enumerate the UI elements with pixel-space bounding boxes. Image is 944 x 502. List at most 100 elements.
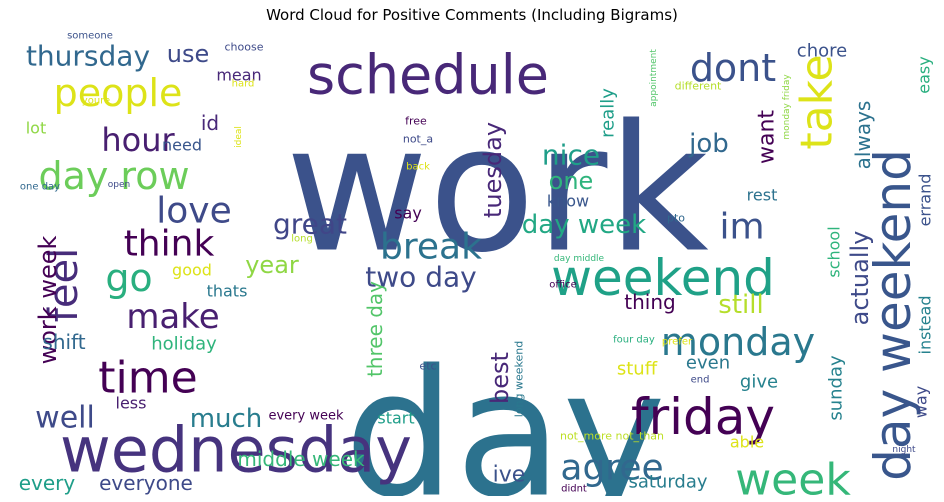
word-even: even (686, 353, 730, 374)
word-open: open (108, 180, 130, 190)
word-sunday: sunday (826, 355, 847, 421)
word-able: able (730, 433, 764, 452)
word-lot: lot (26, 119, 47, 138)
word-nice: nice (542, 139, 600, 172)
word-ive: ive (493, 463, 526, 488)
word-agree: agree (560, 448, 663, 489)
word-people: people (54, 71, 183, 115)
word-instead: instead (916, 296, 935, 355)
word-didnt: didnt (561, 484, 587, 495)
word-im: im (719, 207, 764, 248)
word-think: think (124, 224, 215, 265)
word-work: work (285, 89, 709, 292)
word-long-weekend: long weekend (513, 341, 526, 417)
word-errand: errand (916, 174, 935, 227)
word-break: break (380, 227, 482, 268)
word-back: back (406, 162, 430, 173)
word-less: less (116, 394, 147, 413)
word-actually: actually (846, 231, 874, 326)
word-always: always (851, 101, 875, 170)
word-much: much (190, 404, 263, 434)
word-end: end (691, 375, 710, 386)
word-weekend: weekend (551, 249, 775, 307)
word-thursday: thursday (26, 40, 150, 73)
word-really: really (598, 88, 619, 138)
chart-title: Word Cloud for Positive Comments (Includ… (266, 6, 678, 24)
word-still: still (718, 290, 763, 320)
word-dont: dont (690, 46, 776, 90)
word-appointment: appointment (649, 49, 659, 107)
word-everyone: everyone (99, 471, 193, 495)
word-shift: shift (42, 330, 85, 354)
word-way: way (912, 386, 931, 418)
word-monday-friday: monday friday (782, 74, 792, 140)
word-etc: etc (419, 360, 436, 373)
word-go: go (105, 256, 152, 300)
word-mean: mean (216, 66, 261, 85)
word-free: free (405, 115, 427, 128)
word-wednesday: wednesday (60, 414, 412, 487)
word-monday: monday (661, 320, 815, 364)
word-someone: someone (67, 31, 113, 42)
word-week: week (735, 455, 851, 497)
word-want: want (755, 110, 780, 164)
word-time: time (98, 353, 197, 404)
word-youre: youre (82, 96, 110, 107)
word-middle-week: middle week (237, 447, 365, 471)
word-great: great (273, 208, 347, 241)
word-well: well (35, 401, 95, 436)
word-take: take (792, 54, 843, 149)
word-choose: choose (225, 41, 264, 54)
word-not-a: not_a (403, 133, 433, 146)
word-need: need (162, 136, 202, 155)
word-give: give (740, 372, 778, 393)
word-day: day (344, 334, 666, 497)
word-saturday: saturday (628, 472, 707, 493)
word-stuff: stuff (617, 359, 658, 380)
word-make: make (126, 297, 219, 337)
word-day-row: day row (38, 154, 189, 198)
word-use: use (167, 40, 209, 68)
word-rest: rest (747, 186, 778, 205)
word-four-day: four day (613, 335, 655, 346)
word-one-day: one day (20, 182, 60, 193)
word-good: good (172, 261, 212, 280)
word-long: long (291, 234, 313, 245)
word-know: know (547, 192, 589, 211)
word-hard: hard (232, 79, 255, 90)
word-easy: easy (915, 56, 934, 93)
word-day-week: day week (522, 210, 646, 240)
word-tuesday: tuesday (479, 122, 507, 218)
word-love: love (156, 191, 231, 232)
word-not-more-not-than: not_more not_than (560, 430, 664, 443)
word-id: id (201, 111, 219, 135)
word-different: different (675, 80, 722, 93)
word-schedule: schedule (307, 44, 549, 107)
word-say: say (394, 204, 422, 223)
word-pto: pto (667, 212, 685, 225)
word-prefer: prefer (662, 337, 693, 348)
word-ideal: ideal (234, 126, 244, 148)
word-chore: chore (797, 41, 847, 62)
word-holiday: holiday (151, 334, 217, 355)
word-year: year (245, 251, 299, 279)
word-feel: feel (41, 248, 87, 322)
word-three-day: three day (363, 281, 387, 377)
word-day-weekend: day weekend (864, 149, 922, 481)
word-friday: friday (631, 388, 775, 446)
word-start: start (377, 409, 414, 428)
word-thing: thing (624, 290, 675, 314)
word-one: one (549, 167, 594, 195)
word-school: school (825, 226, 844, 277)
word-every-week: every week (268, 409, 343, 424)
word-day-middle: day middle (554, 254, 605, 264)
word-work-week: work week (34, 236, 62, 365)
word-job: job (688, 129, 729, 159)
word-hour: hour (101, 121, 175, 159)
word-office: office (549, 280, 576, 291)
word-thats: thats (207, 282, 248, 301)
word-night: night (892, 445, 916, 455)
word-two-day: two day (365, 261, 476, 294)
word-every: every (19, 471, 76, 495)
